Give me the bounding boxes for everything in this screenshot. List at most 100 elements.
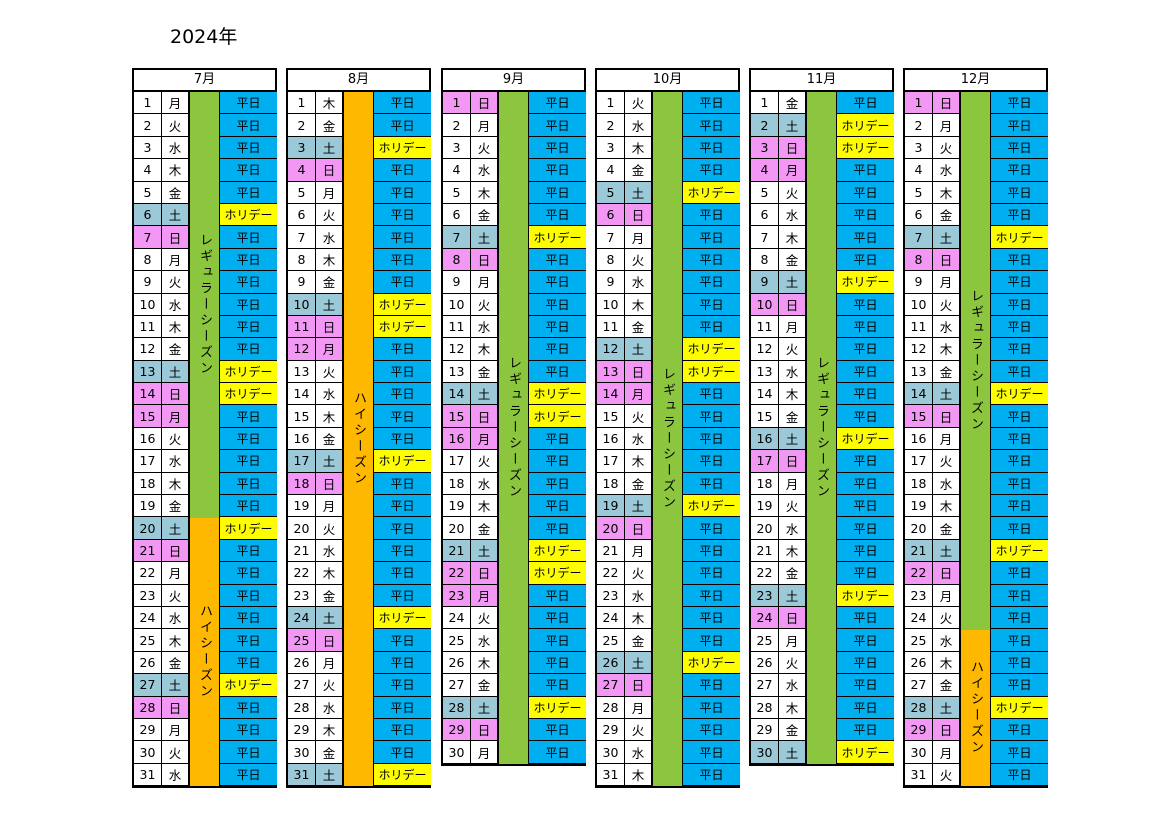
day-number: 2	[288, 114, 316, 136]
day-number: 14	[905, 383, 933, 405]
holiday-type-cell: ホリデー	[990, 226, 1048, 248]
day-number: 20	[751, 517, 779, 539]
weekday-type-cell: 平日	[682, 629, 740, 651]
weekday-name: 火	[316, 203, 343, 226]
weekday-name: 火	[316, 360, 343, 383]
day-number: 21	[134, 539, 162, 562]
holiday-type-cell: ホリデー	[219, 203, 277, 226]
weekday-name: 土	[625, 651, 652, 674]
season-label: ハイシーズン	[351, 391, 366, 488]
day-number: 18	[597, 472, 625, 495]
weekday-type-cell: 平日	[373, 181, 431, 203]
day-row: 2 水 平日	[597, 114, 740, 137]
day-number: 6	[134, 203, 162, 226]
month-calendar-nov: 11月 1 金平日 2 土ホリデー 3 日ホリデー 4 月平日 5 火平日 6 水平日 7 木平日 8 金平日 9…	[749, 68, 894, 766]
day-number: 27	[597, 674, 625, 696]
weekday-name: 火	[316, 517, 343, 539]
day-number: 3	[751, 136, 779, 159]
weekday-type-cell: 平日	[836, 517, 894, 539]
day-number: 12	[597, 338, 625, 360]
weekday-type-cell: 平日	[373, 92, 431, 114]
weekday-name: 月	[625, 696, 652, 718]
weekday-name: 土	[779, 427, 806, 450]
weekday-name: 土	[933, 696, 960, 718]
day-row: 17 火 平日	[443, 450, 586, 473]
weekday-name: 木	[316, 562, 343, 584]
weekday-type-cell: 平日	[528, 181, 586, 203]
day-number: 21	[288, 539, 316, 562]
weekday-name: 水	[625, 114, 652, 136]
weekday-type-cell: 平日	[528, 315, 586, 338]
weekday-name: 月	[316, 495, 343, 517]
weekday-type-cell: 平日	[373, 271, 431, 293]
weekday-type-cell: 平日	[682, 606, 740, 629]
day-number: 6	[443, 203, 471, 226]
weekday-name: 月	[625, 226, 652, 248]
day-number: 20	[443, 517, 471, 539]
holiday-type-cell: ホリデー	[990, 539, 1048, 562]
weekday-type-cell: 平日	[682, 562, 740, 584]
day-row: 4 日 平日	[288, 159, 431, 182]
weekday-name: 土	[162, 517, 189, 539]
weekday-name: 木	[471, 495, 498, 517]
day-row: 1 日 平日	[443, 92, 586, 115]
day-row: 12 木 平日	[905, 338, 1048, 361]
weekday-name: 火	[933, 450, 960, 472]
weekday-type-cell: 平日	[990, 763, 1048, 786]
day-number: 15	[751, 405, 779, 427]
day-number: 4	[905, 159, 933, 181]
day-number: 26	[905, 651, 933, 674]
weekday-name: 日	[625, 517, 652, 539]
weekday-type-cell: 平日	[682, 315, 740, 338]
weekday-name: 木	[779, 539, 806, 562]
day-number: 15	[905, 405, 933, 427]
season-label: ハイシーズン	[197, 603, 212, 700]
holiday-type-cell: ホリデー	[528, 383, 586, 405]
weekday-name: 火	[316, 674, 343, 696]
weekday-type-cell: 平日	[373, 495, 431, 517]
day-number: 22	[905, 562, 933, 584]
day-number: 1	[134, 92, 162, 114]
day-row: 6 金 平日	[443, 203, 586, 227]
day-number: 17	[288, 450, 316, 472]
high-season-band: ハイシーズン	[960, 629, 990, 787]
weekday-name: 土	[933, 383, 960, 405]
weekday-type-cell: 平日	[219, 606, 277, 629]
weekday-type-cell: 平日	[219, 92, 277, 114]
weekday-name: 月	[162, 92, 189, 114]
weekday-name: 月	[779, 159, 806, 181]
weekday-type-cell: 平日	[219, 315, 277, 338]
weekday-type-cell: 平日	[990, 92, 1048, 114]
day-number: 9	[751, 271, 779, 293]
day-number: 13	[288, 360, 316, 383]
weekday-type-cell: 平日	[528, 114, 586, 136]
weekday-type-cell: 平日	[836, 539, 894, 562]
weekday-name: 金	[316, 741, 343, 763]
weekday-name: 日	[162, 539, 189, 562]
weekday-name: 火	[471, 606, 498, 629]
weekday-type-cell: 平日	[219, 741, 277, 763]
day-number: 19	[443, 495, 471, 517]
weekday-name: 水	[162, 293, 189, 315]
weekday-type-cell: 平日	[682, 472, 740, 495]
weekday-name: 火	[625, 562, 652, 584]
day-number: 14	[751, 383, 779, 405]
day-number: 17	[134, 450, 162, 472]
weekday-name: 日	[779, 293, 806, 315]
weekday-name: 水	[316, 539, 343, 562]
day-number: 7	[288, 226, 316, 248]
weekday-name: 金	[162, 181, 189, 203]
weekday-type-cell: 平日	[682, 674, 740, 696]
weekday-type-cell: 平日	[373, 517, 431, 539]
day-number: 12	[751, 338, 779, 360]
regular-season-band: レギュラーシーズン	[189, 92, 219, 518]
day-number: 1	[443, 92, 471, 114]
weekday-name: 日	[779, 606, 806, 629]
day-number: 25	[134, 629, 162, 651]
day-row: 13 水 平日	[751, 360, 894, 384]
weekday-name: 水	[316, 226, 343, 248]
weekday-type-cell: 平日	[682, 114, 740, 136]
weekday-type-cell: 平日	[528, 651, 586, 674]
day-number: 6	[288, 203, 316, 226]
day-number: 13	[905, 360, 933, 383]
